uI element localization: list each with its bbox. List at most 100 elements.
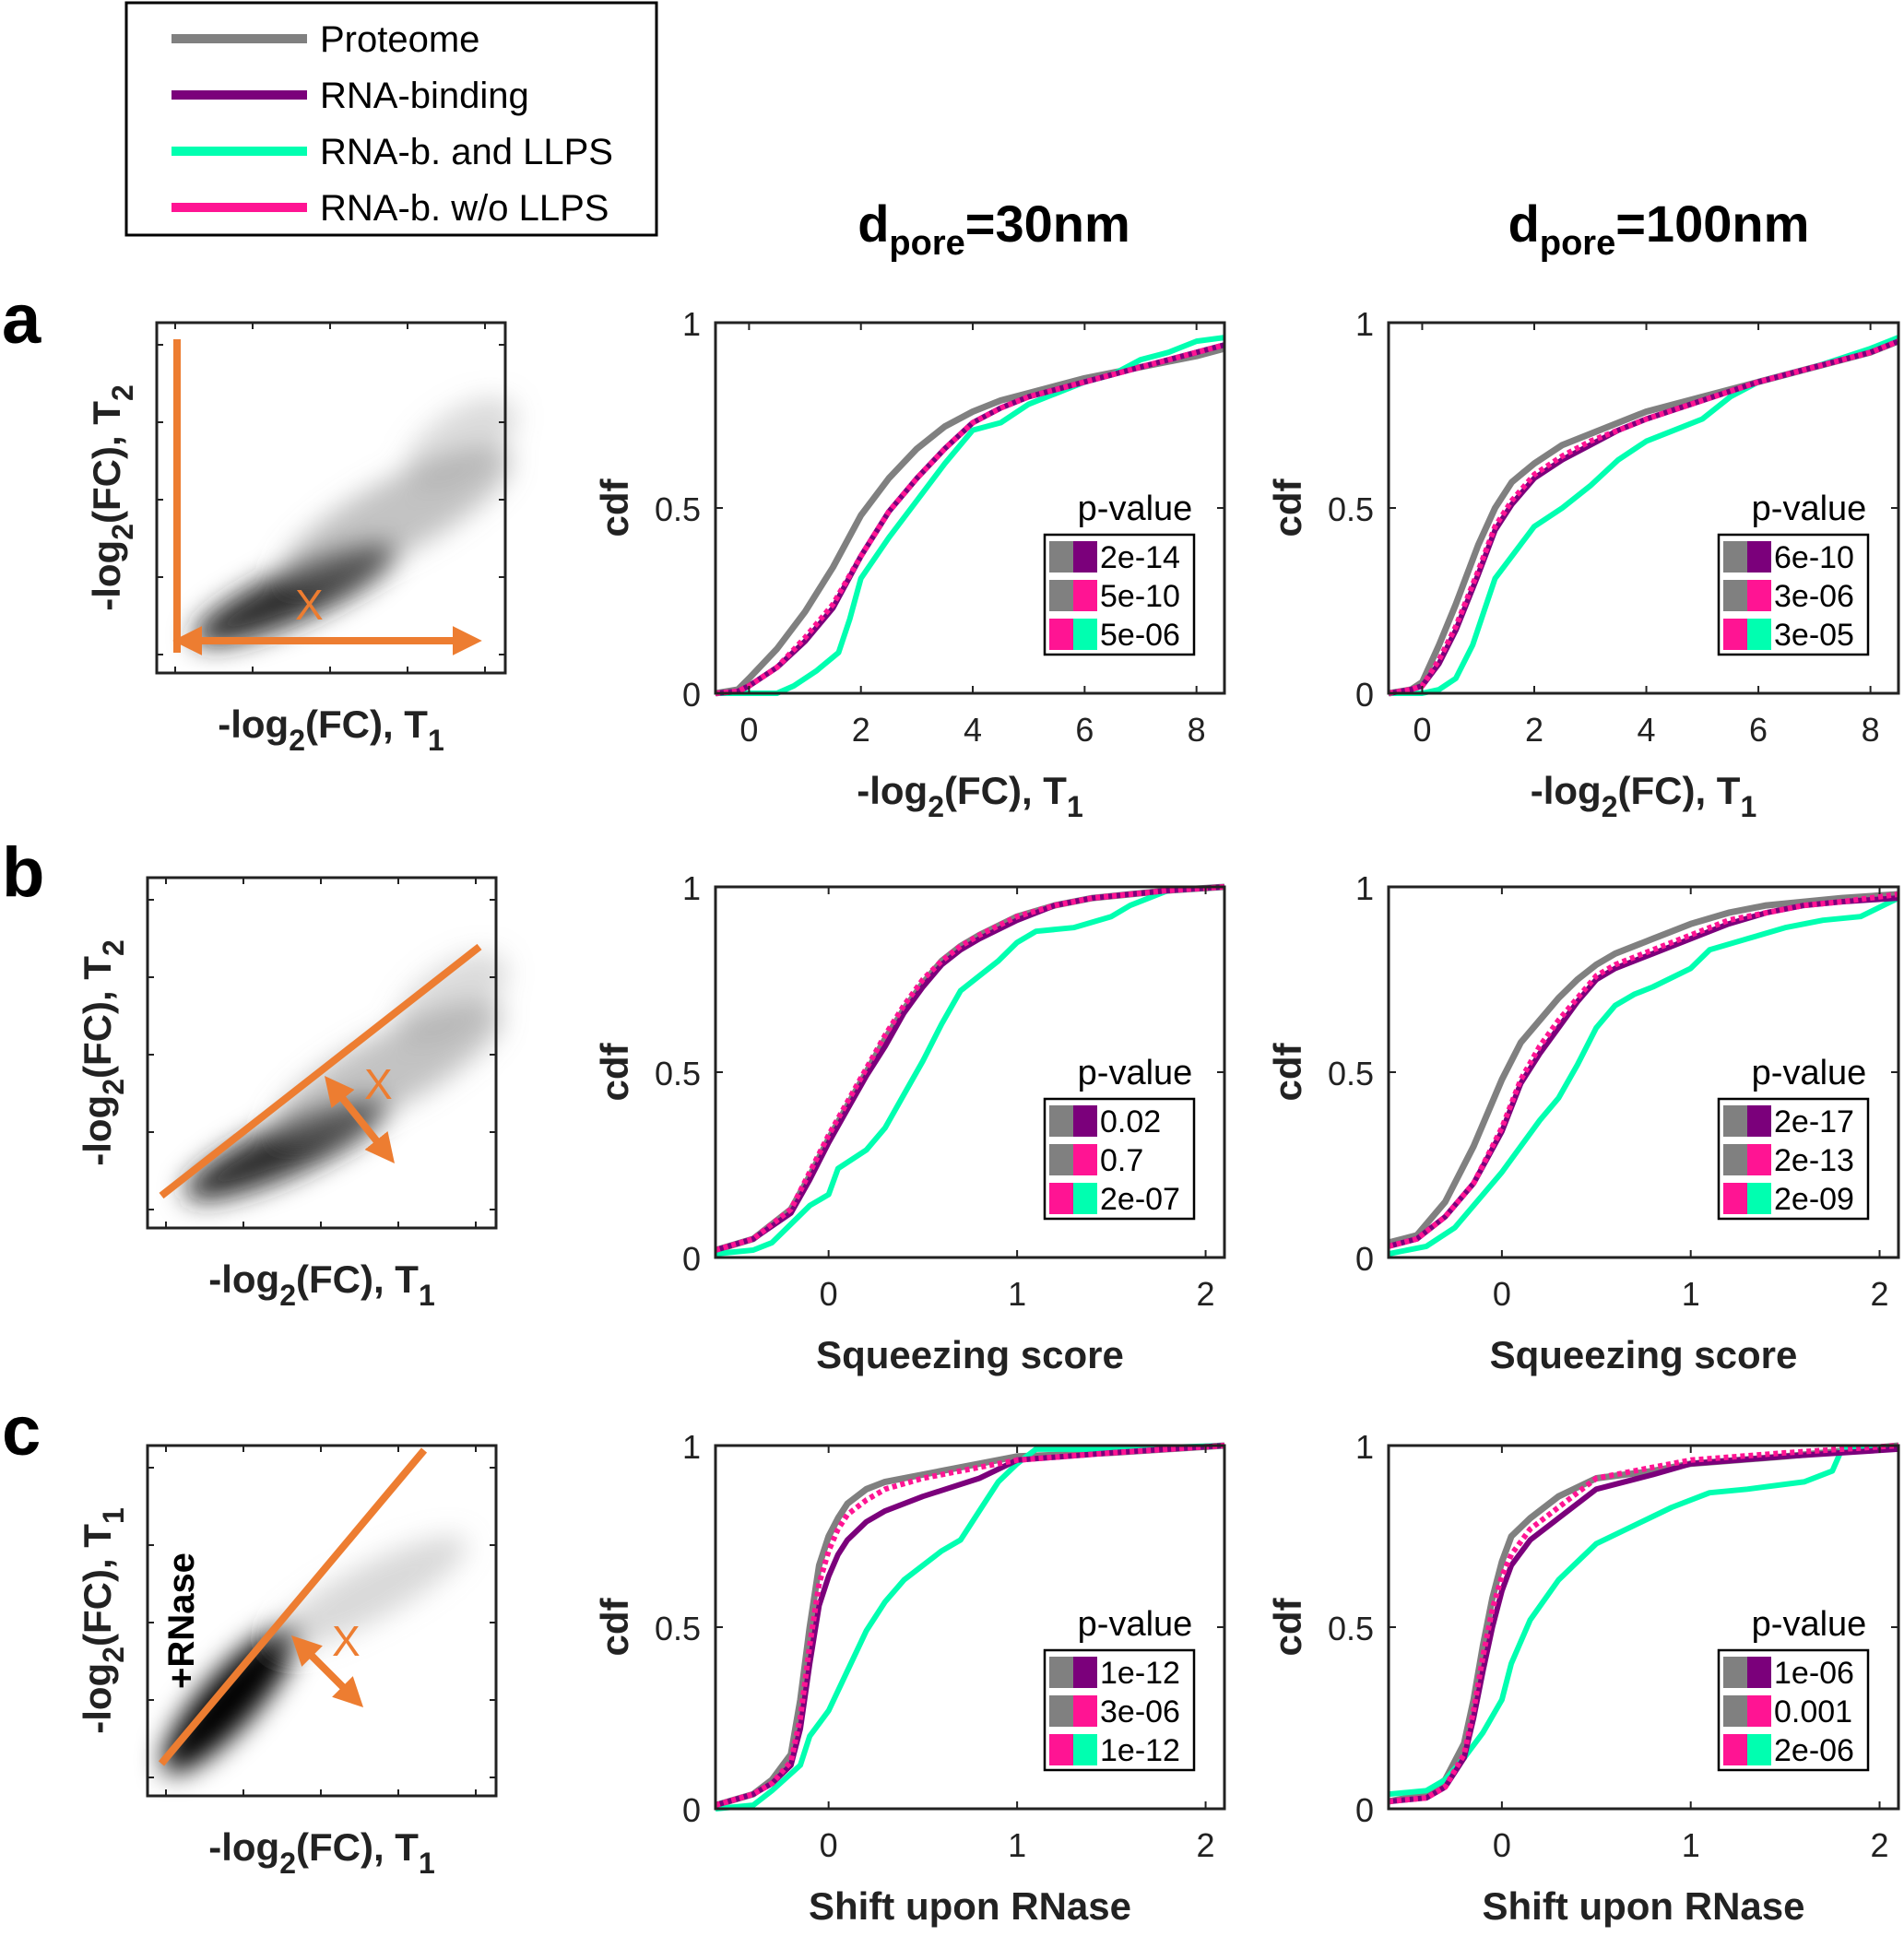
pvalue-swatch xyxy=(1073,1695,1097,1727)
x-tick-label: 2 xyxy=(1525,711,1543,749)
pvalue-swatch xyxy=(1723,1105,1747,1137)
x-tick-label: 0 xyxy=(739,711,758,749)
pvalue-swatch xyxy=(1723,541,1747,573)
pvalue-value: 0.02 xyxy=(1100,1104,1161,1139)
pvalue-swatch xyxy=(1073,541,1097,573)
legend-label: RNA-b. w/o LLPS xyxy=(320,188,609,229)
pvalue-title: p-value xyxy=(1078,1054,1193,1092)
cdf-chart-b-30nm: 0 1 2 0 0.5 1 cdf Squeezing score p-value 0.02 0.7… xyxy=(593,869,1226,1376)
y-tick-label: 1 xyxy=(1355,869,1374,907)
pvalue-value: 3e-06 xyxy=(1774,579,1854,614)
pvalue-title: p-value xyxy=(1752,1054,1867,1092)
y-axis-label: -log2(FC), T2 xyxy=(85,384,139,611)
pvalue-swatch xyxy=(1747,1105,1771,1137)
scatter-cloud xyxy=(193,396,517,646)
y-tick-label: 0 xyxy=(1355,1791,1374,1829)
pvalue-value: 1e-06 xyxy=(1774,1656,1854,1691)
pvalue-row: 5e-10 xyxy=(1049,579,1180,614)
scatter-diffuse-tail xyxy=(396,951,508,1044)
column-title-100nm: dpore=100nm xyxy=(1508,195,1810,263)
pvalue-value: 5e-06 xyxy=(1100,618,1180,653)
cdf-chart-b-100nm: 0 1 2 0 0.5 1 cdf Squeezing score p-value 2e-17 2e… xyxy=(1266,869,1900,1376)
double-arrow xyxy=(290,1635,364,1708)
legend-label: RNA-b. and LLPS xyxy=(320,132,613,172)
fit-line xyxy=(158,1447,428,1766)
legend: Proteome RNA-binding RNA-b. and LLPS RNA-b.… xyxy=(124,1,658,237)
pvalue-title: p-value xyxy=(1752,1605,1867,1644)
pvalue-swatch xyxy=(1747,580,1771,611)
pvalue-swatch xyxy=(1723,580,1747,611)
y-axis-label: cdf xyxy=(1266,1042,1309,1101)
pvalue-swatch xyxy=(1073,1183,1097,1214)
cdf-chart-c-100nm: 0 1 2 0 0.5 1 cdf Shift upon RNase p-value 1e-060… xyxy=(1266,1428,1900,1928)
y-axis-label: cdf xyxy=(1266,478,1309,537)
x-tick-label: 0 xyxy=(820,1275,838,1313)
pvalue-row: 2e-09 xyxy=(1723,1182,1854,1217)
x-tick-label: 0 xyxy=(1413,711,1431,749)
column-title: dpore=30nm xyxy=(857,195,1130,263)
pvalue-row: 6e-10 xyxy=(1723,540,1854,575)
double-arrow xyxy=(325,1076,395,1163)
series-rna-binding xyxy=(715,342,1225,696)
pvalue-row: 2e-07 xyxy=(1049,1182,1180,1217)
pvalue-swatch xyxy=(1049,1695,1073,1727)
pvalue-swatch xyxy=(1049,1657,1073,1688)
x-tick-label: 8 xyxy=(1862,711,1880,749)
scatter-cloud xyxy=(183,951,508,1201)
pvalue-legend: p-value 6e-10 3e-06 3e-05 xyxy=(1717,490,1870,656)
y-tick-label: 0.5 xyxy=(1328,1610,1374,1647)
pvalue-row: 2e-13 xyxy=(1723,1143,1854,1178)
pvalue-swatch xyxy=(1723,1695,1747,1727)
cdf-chart-a-100nm: 0 2 4 6 8 0 0.5 1 cdf -log2(FC), T1 p-value 6e-10 3e… xyxy=(1266,305,1900,823)
series-proteome xyxy=(1389,891,1899,1246)
column-title: dpore=100nm xyxy=(1508,195,1810,263)
pvalue-swatch xyxy=(1073,1734,1097,1765)
x-tick-label: 4 xyxy=(964,711,982,749)
x-tick-label: 6 xyxy=(1749,711,1768,749)
pvalue-row: 1e-12 xyxy=(1049,1733,1180,1768)
panel-letter-c: c xyxy=(2,1392,41,1470)
pvalue-swatch xyxy=(1747,1183,1771,1214)
series-rna-b-and-llps xyxy=(1389,895,1900,1257)
pvalue-row: 1e-12 xyxy=(1049,1656,1180,1691)
x-tick-label: 2 xyxy=(1871,1275,1889,1313)
x-axis-label: -log2(FC), T1 xyxy=(218,702,444,757)
schematic-panel-b: X -log2(FC), T1 -log2(FC), T2 xyxy=(76,876,508,1312)
series-rna-b-w-o-llps xyxy=(715,1443,1225,1808)
x-tick-label: 2 xyxy=(1197,1826,1215,1864)
pvalue-value: 1e-12 xyxy=(1100,1656,1180,1691)
pvalue-row: 3e-06 xyxy=(1049,1694,1180,1729)
pvalue-row: 2e-17 xyxy=(1723,1104,1854,1139)
pvalue-swatch xyxy=(1073,1105,1097,1137)
pvalue-row: 3e-05 xyxy=(1723,618,1854,653)
y-tick-label: 0 xyxy=(682,1240,701,1278)
x-tick-label: 4 xyxy=(1638,711,1656,749)
pvalue-row: 3e-06 xyxy=(1723,579,1854,614)
panel-letter-b: b xyxy=(2,833,44,912)
pvalue-swatch xyxy=(1747,1734,1771,1765)
pvalue-swatch xyxy=(1049,541,1073,573)
y-tick-label: 0.5 xyxy=(655,490,701,528)
scatter-cloud xyxy=(162,1535,467,1774)
y-tick-label: 0 xyxy=(1355,1240,1374,1278)
pvalue-value: 0.7 xyxy=(1100,1143,1143,1178)
series-rna-b-w-o-llps xyxy=(1389,338,1900,696)
legend-label: RNA-binding xyxy=(320,76,529,116)
series-rna-b-and-llps xyxy=(715,884,1225,1257)
y-tick-label: 0 xyxy=(682,1791,701,1829)
x-tick-label: 1 xyxy=(1682,1275,1700,1313)
pvalue-value: 0.001 xyxy=(1774,1694,1852,1729)
pvalue-value: 2e-17 xyxy=(1774,1104,1854,1139)
x-annotation: X xyxy=(364,1060,393,1108)
cdf-chart-a-30nm: 0 2 4 6 8 0 0.5 1 cdf -log2(FC), T1 p-value 2e-14 5e… xyxy=(593,305,1226,823)
y-axis-label: cdf xyxy=(1266,1597,1309,1656)
pvalue-value: 5e-10 xyxy=(1100,579,1180,614)
pvalue-row: 2e-06 xyxy=(1723,1733,1854,1768)
scatter-diffuse-tail xyxy=(405,396,517,489)
x-axis-label: Squeezing score xyxy=(816,1333,1124,1376)
scatter-dense-core xyxy=(162,1624,299,1774)
y-tick-label: 0.5 xyxy=(1328,1055,1374,1092)
y-tick-label: 0 xyxy=(1355,676,1374,714)
pvalue-swatch xyxy=(1049,1144,1073,1175)
